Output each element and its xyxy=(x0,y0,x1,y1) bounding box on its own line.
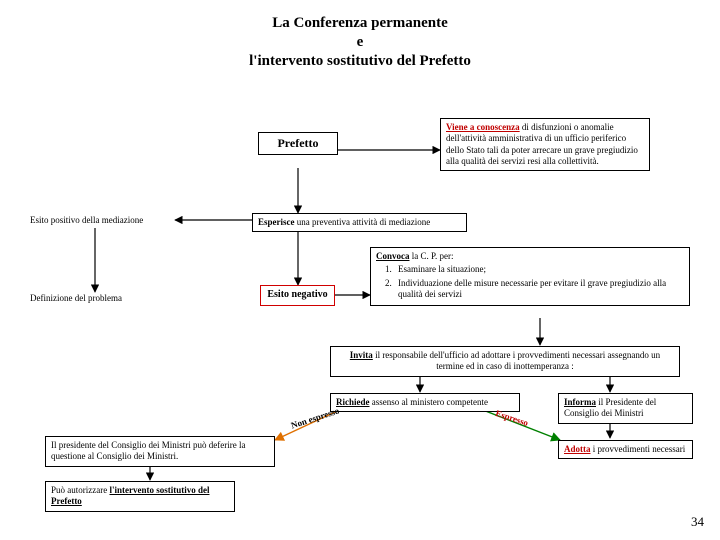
esperisce-rest: una preventiva attività di mediazione xyxy=(295,217,431,227)
invita-lead: Invita xyxy=(350,350,373,360)
prefetto-box: Prefetto xyxy=(258,132,338,155)
convoca-item-2: Individuazione delle misure necessarie p… xyxy=(394,278,684,301)
title-line-1: La Conferenza permanente xyxy=(272,15,448,31)
esperisce-box: Esperisce una preventiva attività di med… xyxy=(252,213,467,232)
convoca-box: Convoca la C. P. per: Esaminare la situa… xyxy=(370,247,690,306)
convoca-item-1: Esaminare la situazione; xyxy=(394,264,684,275)
richiede-rest: assenso al ministero competente xyxy=(370,397,488,407)
informa-lead: Informa xyxy=(564,397,596,407)
adotta-box: Adotta i provvedimenti necessari xyxy=(558,440,693,459)
title-line-3: l'intervento sostitutivo del Prefetto xyxy=(249,53,471,69)
presidente-text: Il presidente del Consiglio dei Ministri… xyxy=(51,440,245,461)
esito-negativo-box: Esito negativo xyxy=(260,285,335,306)
adotta-lead: Adotta xyxy=(564,444,591,454)
prefetto-label: Prefetto xyxy=(277,136,318,150)
invita-box: Invita il responsabile dell'ufficio ad a… xyxy=(330,346,680,377)
esito-positivo-label: Esito positivo della mediazione xyxy=(30,215,175,226)
esito-negativo-label: Esito negativo xyxy=(267,289,327,300)
convoca-lead: Convoca xyxy=(376,251,410,261)
title-line-2: e xyxy=(357,34,364,50)
autorizza-box: Può autorizzare l'intervento sostitutivo… xyxy=(45,481,235,512)
presidente-box: Il presidente del Consiglio dei Ministri… xyxy=(45,436,275,467)
convoca-rest: la C. P. per: xyxy=(410,251,454,261)
definizione-problema-label: Definizione del problema xyxy=(30,293,175,304)
esperisce-lead: Esperisce xyxy=(258,217,295,227)
page-number: 34 xyxy=(691,514,704,530)
invita-rest: il responsabile dell'ufficio ad adottare… xyxy=(373,350,660,371)
informa-box: Informa il Presidente del Consiglio dei … xyxy=(558,393,693,424)
richiede-box: Richiede assenso al ministero competente xyxy=(330,393,520,412)
page-title: La Conferenza permanente e l'intervento … xyxy=(0,0,720,70)
non-espresso-label: Non espresso xyxy=(290,406,341,431)
viene-box: Viene a conoscenza di disfunzioni o anom… xyxy=(440,118,650,171)
richiede-lead: Richiede xyxy=(336,397,370,407)
adotta-rest: i provvedimenti necessari xyxy=(591,444,686,454)
viene-lead: Viene a conoscenza xyxy=(446,122,520,132)
autorizza-pre: Può autorizzare xyxy=(51,485,109,495)
